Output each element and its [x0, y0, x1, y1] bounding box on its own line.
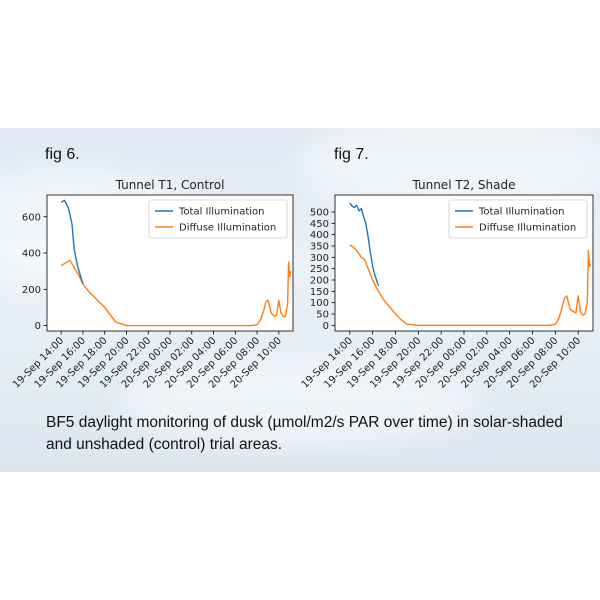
fig-6-label: fig 6. [45, 146, 80, 163]
series-line-total-illumination [60, 199, 84, 285]
legend-entry: Diffuse Illumination [479, 223, 576, 234]
legend-entry: Total Illumination [178, 207, 265, 218]
y-tick-label: 100 [310, 298, 329, 309]
y-tick-label: 250 [310, 264, 329, 275]
y-tick-label: 150 [310, 287, 329, 298]
series-line-diffuse-illumination [60, 259, 292, 327]
series-line-total-illumination [349, 202, 380, 286]
y-tick-label: 600 [22, 212, 41, 223]
y-tick-label: 300 [310, 253, 329, 264]
y-tick-label: 450 [310, 219, 329, 230]
y-tick-label: 200 [22, 285, 41, 296]
caption-line-2: and unshaded (control) trial areas. [46, 436, 283, 453]
chart-title: Tunnel T2, Shade [411, 178, 515, 192]
y-tick-label: 50 [316, 310, 329, 321]
y-tick-label: 200 [310, 276, 329, 287]
y-tick-label: 0 [323, 321, 329, 332]
y-tick-label: 0 [35, 321, 41, 332]
chart-tunnel-t2-shade: Tunnel T2, Shade 050100150200250300350400… [300, 178, 594, 391]
legend-entry: Total Illumination [478, 207, 565, 218]
caption-line-1: BF5 daylight monitoring of dusk (µmol/m2… [46, 414, 563, 431]
legend-entry: Diffuse Illumination [179, 223, 276, 234]
fig-7-label: fig 7. [334, 146, 369, 163]
series-line-diffuse-illumination [349, 244, 592, 327]
y-tick-label: 400 [22, 249, 41, 260]
legend-box [448, 199, 588, 239]
chart-title: Tunnel T1, Control [115, 178, 225, 192]
figure-caption: BF5 daylight monitoring of dusk (µmol/m2… [46, 412, 586, 456]
y-tick-label: 500 [310, 208, 329, 219]
y-tick-label: 400 [310, 230, 329, 241]
legend-box [148, 199, 288, 239]
y-tick-label: 350 [310, 242, 329, 253]
